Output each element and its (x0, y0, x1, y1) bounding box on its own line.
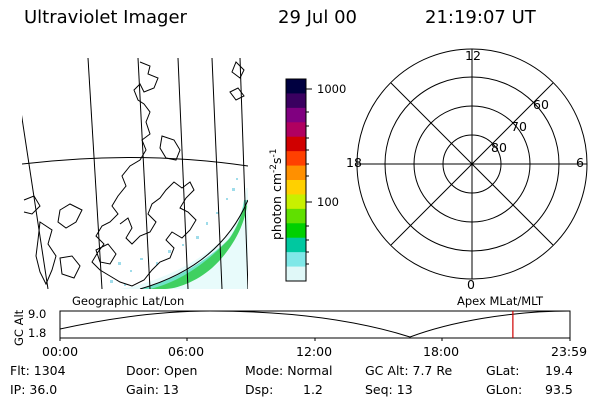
mode-value: Mode: Normal (245, 363, 333, 378)
colorbar-band (286, 136, 306, 152)
coastline (23, 61, 245, 287)
colorbar-band (286, 165, 306, 181)
altitude-curve (59, 310, 571, 338)
observation-date: 29 Jul 00 (278, 7, 357, 28)
colorbar (285, 78, 312, 282)
parallel-lines (22, 156, 248, 289)
time-tick-1800: 18:00 (423, 344, 460, 359)
gain-value: Gain: 13 (126, 382, 179, 397)
colorbar-band (286, 107, 306, 123)
geographic-map (22, 58, 248, 289)
mlt-label-0: 0 (467, 277, 475, 292)
instrument-title: Ultraviolet Imager (24, 7, 187, 28)
time-tick-0000: 00:00 (42, 344, 79, 359)
colorbar-band (286, 252, 306, 268)
door-status: Door: Open (126, 363, 198, 378)
altitude-plot (59, 310, 571, 341)
colorbar-tick-100: 100 (317, 195, 339, 209)
glat-value: 19.4 (545, 363, 573, 378)
mlt-label-18: 18 (346, 155, 362, 170)
sequence-value: Seq: 13 (365, 382, 413, 397)
glat-label: GLat: (486, 363, 520, 378)
auroral-emission-bright (150, 203, 247, 289)
colorbar-band (286, 223, 306, 239)
altitude-ylabel: GC Alt (12, 309, 26, 346)
glon-value: 93.5 (545, 382, 573, 397)
dsp-label: Dsp: (245, 382, 274, 397)
colorbar-band (286, 93, 306, 109)
colorbar-band (286, 122, 306, 138)
colorbar-band (286, 266, 306, 282)
auroral-speckle (110, 178, 238, 286)
time-tick-1200: 12:00 (296, 344, 333, 359)
colorbar-gradient (286, 79, 306, 282)
observation-time: 21:19:07 UT (425, 7, 536, 28)
mlat-label-70: 70 (511, 119, 527, 134)
colorbar-band (286, 194, 306, 210)
colorbar-band (286, 151, 306, 167)
mlt-label-12: 12 (465, 48, 481, 63)
gc-altitude: GC Alt: 7.7 Re (365, 363, 453, 378)
mlt-label-6: 6 (576, 155, 584, 170)
geo-map-caption: Geographic Lat/Lon (72, 294, 185, 308)
flight-number: Flt: 1304 (10, 363, 66, 378)
colorbar-band (286, 79, 306, 94)
colorbar-ticks (306, 88, 312, 265)
time-tick-2359: 23:59 (551, 344, 588, 359)
mlat-label-80: 80 (491, 140, 507, 155)
glon-label: GLon: (486, 382, 523, 397)
colorbar-band (286, 180, 306, 195)
altitude-ticks (59, 338, 571, 341)
colorbar-band (286, 237, 306, 253)
colorbar-tick-1000: 1000 (317, 82, 347, 96)
altitude-ytick-max: 9.0 (28, 307, 47, 321)
colorbar-unit-label: photon cm-2s-1 (269, 148, 285, 240)
mlat-label-60: 60 (533, 97, 549, 112)
ip-value: IP: 36.0 (10, 382, 58, 397)
colorbar-band (286, 208, 306, 224)
time-tick-0600: 06:00 (168, 344, 205, 359)
polar-plot-caption: Apex MLat/MLT (457, 294, 544, 308)
polar-plot (356, 48, 588, 280)
altitude-ytick-min: 1.8 (28, 326, 47, 340)
dsp-value: 1.2 (303, 382, 323, 397)
